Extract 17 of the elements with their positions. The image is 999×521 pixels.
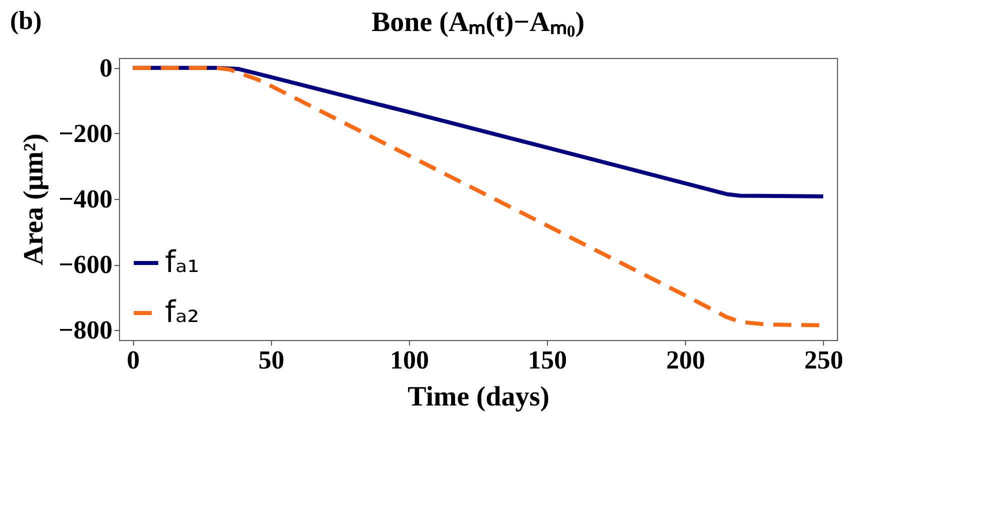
legend-label: fₐ₂ [165, 295, 200, 330]
y-tick-label: −600 [58, 250, 112, 280]
x-tick-label: 150 [528, 346, 568, 374]
x-tick-label: 50 [258, 346, 284, 374]
y-tick-label: −200 [58, 118, 112, 148]
y-tick-label: 0 [100, 53, 112, 82]
y-axis-title: Area (μm²) [18, 134, 50, 266]
text: (b) [10, 6, 42, 36]
x-tick-label: 250 [804, 346, 844, 374]
y-tick-label: −800 [58, 316, 112, 345]
x-tick-label: 200 [666, 346, 706, 374]
x-tick-label: 100 [390, 346, 429, 374]
y-tick-label: −400 [58, 184, 112, 214]
x-axis-title: Time (days) [408, 382, 550, 412]
legend-label: fₐ₁ [165, 245, 200, 280]
x-tick-label: 0 [126, 346, 140, 374]
chart-title: Bone (Aₘ(t)−Aₘ₀) [371, 6, 585, 38]
